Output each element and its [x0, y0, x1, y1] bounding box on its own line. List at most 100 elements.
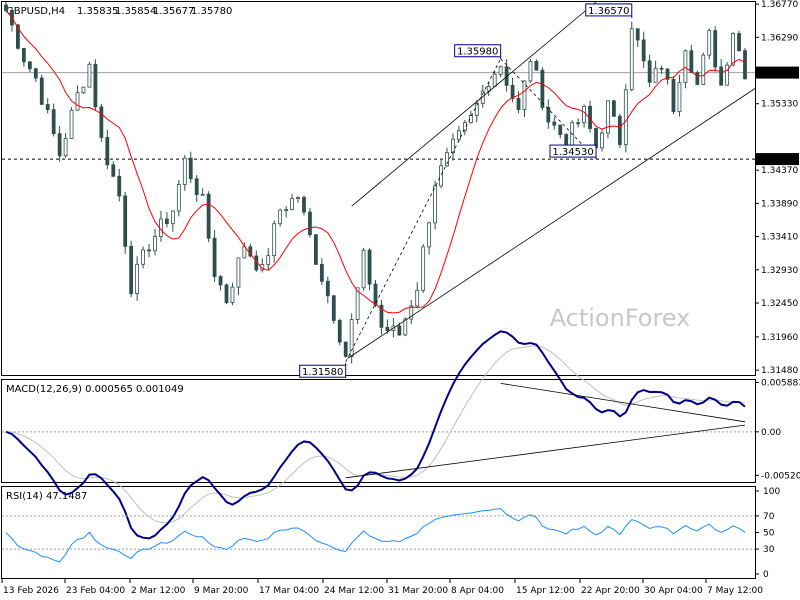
rsi-header: RSI(14) 47.1487 [6, 491, 87, 502]
candle-body [445, 152, 449, 167]
candle-body [361, 249, 366, 289]
candle-body [617, 115, 622, 145]
candle-body [57, 133, 62, 157]
candle-body [337, 320, 342, 343]
price-tick-label: 1.35330 [761, 100, 798, 110]
rsi-tick-label: 30 [763, 545, 775, 555]
rsi-tick-label: 0 [763, 570, 769, 580]
candle-body [182, 157, 187, 185]
candle-body [707, 30, 712, 56]
candle-body [516, 98, 521, 110]
price-tick-label: 1.33890 [761, 199, 798, 209]
candle-body [99, 106, 104, 138]
candle-body [468, 114, 473, 124]
price-header-low: 1.35677 [153, 6, 194, 17]
candle-body [135, 263, 140, 294]
candle-body [611, 100, 616, 117]
price-header-high: 1.35854 [115, 6, 156, 17]
candle-body [170, 210, 175, 225]
channel-dashed-up [345, 58, 502, 363]
macd-triangle-upper [500, 382, 746, 423]
support-price-box [755, 153, 799, 166]
price-tick-label: 1.36290 [761, 33, 798, 43]
candle-body [665, 68, 670, 80]
candle-body [486, 85, 491, 92]
time-tick-label: 30 Apr 04:00 [644, 586, 703, 596]
candle-body [653, 67, 658, 83]
candle-body [570, 122, 575, 148]
candle-body [176, 184, 181, 212]
channel-upper [351, 1, 597, 207]
candle-body [81, 86, 86, 94]
price-tick-label: 1.31480 [761, 366, 798, 376]
candle-body [635, 28, 640, 41]
time-tick-label: 24 Mar 12:00 [324, 586, 384, 596]
time-tick-label: 31 Mar 20:00 [388, 586, 448, 596]
candle-body [671, 78, 676, 112]
channel-dashed-down [500, 58, 597, 160]
candle-body [147, 249, 151, 252]
candle-body [284, 209, 289, 211]
time-tick-label: 9 Mar 20:00 [194, 586, 249, 596]
time-tick-label: 7 May 12:00 [707, 586, 763, 596]
candle-body [713, 30, 718, 68]
candle-body [153, 236, 157, 252]
rsi-axis: 100 70 50 30 0 [755, 487, 780, 580]
candle-body [743, 50, 747, 80]
candle-body [242, 246, 247, 259]
candle-body [308, 211, 312, 236]
candle-body [117, 175, 122, 197]
candle-body [439, 165, 443, 187]
candle-body [105, 137, 110, 166]
rsi-line [2, 508, 755, 563]
candle-body [474, 102, 479, 116]
candle-body [45, 104, 50, 111]
candle-body [600, 132, 604, 149]
candle-body [457, 130, 461, 140]
candle-body [33, 68, 38, 79]
rsi-tick-label: 70 [763, 512, 775, 522]
price-label-box [454, 44, 502, 58]
channel-lower [347, 88, 756, 359]
candle-body [296, 197, 300, 199]
macd-panel-frame [1, 379, 756, 483]
candle-body [629, 28, 634, 91]
price-label-text: 1.35980 [457, 47, 498, 58]
candle-body [75, 92, 80, 111]
candle-body [534, 60, 539, 71]
rsi-panel-frame [1, 486, 756, 579]
candle-body [409, 305, 414, 320]
candle-body [266, 255, 271, 265]
price-label-text: 1.36570 [588, 6, 629, 17]
candle-body [165, 218, 169, 225]
candle-body [576, 122, 581, 125]
candle-body [683, 50, 688, 84]
candle-body [528, 60, 533, 82]
candle-body [206, 193, 211, 239]
macd-triangle-lower [345, 424, 746, 479]
candle-body [373, 283, 378, 306]
candle-body [415, 289, 420, 307]
support-price-label: 1.34530 [758, 156, 795, 166]
price-tick-label: 1.33410 [761, 233, 798, 243]
candle-body [129, 245, 134, 294]
candle-body [218, 276, 223, 286]
price-header-open: 1.35835 [77, 6, 118, 17]
candle-body [641, 39, 646, 62]
candle-body [480, 90, 485, 104]
candle-body [236, 257, 241, 288]
candle-body [522, 80, 527, 110]
candle-body [677, 82, 682, 112]
price-axis: 1.36770 1.36290 1.35780 1.35330 1.345301.343… [755, 0, 799, 376]
candle-body [403, 318, 408, 336]
candle-body [141, 249, 145, 265]
price-label-text: 1.31580 [302, 367, 343, 378]
candle-body [87, 63, 92, 88]
candle-body [93, 63, 98, 108]
macd-tick-label: 0.00 [761, 428, 781, 438]
price-grid [2, 72, 755, 160]
candle-body [123, 195, 128, 247]
price-tick-label: 1.32450 [761, 299, 798, 309]
macd-lines [2, 330, 755, 540]
